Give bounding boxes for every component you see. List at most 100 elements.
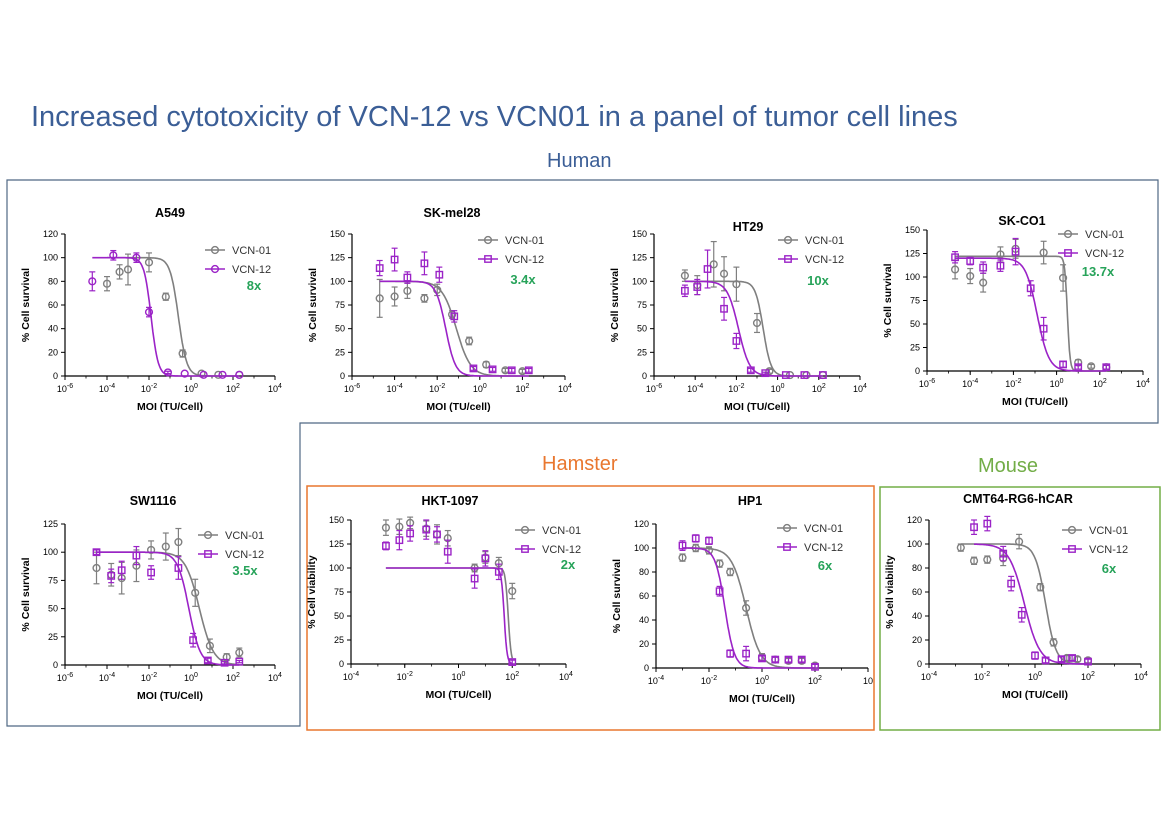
data-point-vcn12: [720, 304, 728, 313]
mouse-frame: [879, 486, 1161, 731]
data-point-vcn12: [1011, 247, 1020, 256]
x-tick-label: 10-6: [57, 383, 73, 394]
data-point-vcn12: [797, 655, 806, 664]
y-axis-label: % Cell survival: [609, 268, 621, 342]
data-point-vcn01: [732, 280, 741, 289]
data-point-vcn12: [761, 369, 770, 378]
data-point-vcn12: [746, 366, 755, 375]
legend-label-vcn12: VCN-12: [1085, 248, 1124, 260]
data-point-vcn12: [469, 364, 478, 373]
data-point-vcn12: [1102, 363, 1111, 372]
x-tick-label: 104: [559, 671, 573, 682]
x-tick-label: 104: [268, 383, 282, 394]
y-tick-label: 150: [329, 515, 344, 525]
data-point-vcn12: [524, 366, 533, 375]
fold-change-label: 6x: [1102, 561, 1117, 576]
data-point-vcn01: [222, 653, 231, 662]
data-point-vcn12: [203, 656, 212, 665]
fold-change-label: 10x: [807, 273, 829, 288]
fit-curve-vcn12: [385, 567, 513, 665]
data-point-vcn01: [214, 370, 223, 379]
data-point-vcn12: [1017, 610, 1026, 619]
data-point-vcn12: [966, 257, 975, 265]
data-point-vcn12: [1041, 656, 1050, 665]
y-tick-label: 100: [632, 276, 647, 286]
legend-marker-vcn12: [783, 543, 791, 551]
data-point-vcn01: [726, 567, 735, 577]
data-point-vcn12: [726, 649, 735, 658]
x-axis-label: MOI (TU/cell): [426, 401, 490, 413]
legend-marker-vcn12: [1064, 249, 1072, 257]
data-point-vcn01: [752, 318, 762, 328]
x-tick-label: 100: [473, 383, 487, 394]
data-point-vcn01: [465, 336, 474, 346]
y-tick-label: 40: [912, 611, 922, 621]
data-point-vcn01: [680, 271, 690, 280]
data-point-vcn12: [705, 536, 713, 545]
x-tick-label: 102: [226, 383, 240, 394]
legend-marker-vcn01: [783, 235, 793, 245]
x-tick-label: 104: [853, 383, 867, 394]
data-point-vcn12: [132, 551, 141, 560]
x-tick-label: 10-6: [344, 383, 360, 394]
x-tick-label: 10-2: [141, 383, 157, 394]
data-point-vcn12: [481, 554, 490, 563]
x-axis-label: MOI (TU/Cell): [724, 401, 790, 413]
x-axis-label: MOI (TU/Cell): [729, 693, 795, 705]
data-point-vcn01: [482, 360, 491, 369]
data-point-vcn12: [174, 564, 183, 572]
data-point-vcn12: [147, 568, 155, 577]
y-tick-label: 50: [334, 611, 344, 621]
chart-hp1: HP1 0 20 40 60 80 100 120 10-4 10-2 100 102 10 MOI (T…: [611, 494, 873, 705]
data-point-vcn12: [970, 523, 978, 532]
legend-label-vcn01: VCN-01: [1085, 229, 1124, 241]
data-point-vcn01: [719, 269, 729, 278]
x-axis-label: MOI (TU/Cell): [426, 689, 492, 701]
data-point-vcn01: [1049, 638, 1058, 647]
group-label-hamster: Hamster: [542, 453, 618, 475]
y-tick-label: 150: [632, 229, 647, 239]
y-tick-label: 0: [644, 663, 649, 673]
x-tick-label: 100: [1050, 378, 1064, 389]
data-point-vcn12: [235, 657, 244, 666]
data-point-vcn01: [115, 267, 124, 276]
data-point-vcn01: [92, 563, 101, 573]
legend-label-vcn12: VCN-12: [542, 544, 581, 556]
legend-label-vcn01: VCN-01: [542, 525, 581, 537]
data-point-vcn12: [395, 536, 404, 545]
chart-sw1116: SW1116 0 25 50 75 100 125 10-6 10-4 10-2 100 102 104…: [20, 494, 282, 702]
legend-label-vcn01: VCN-01: [505, 235, 544, 247]
data-point-vcn01: [375, 294, 384, 303]
fold-change-label: 8x: [247, 278, 262, 293]
data-point-vcn12: [406, 529, 415, 538]
chart-title: CMT64-RG6-hCAR: [963, 492, 1073, 506]
data-point-vcn01: [966, 271, 975, 281]
data-point-vcn12: [508, 658, 517, 666]
data-point-vcn01: [969, 556, 979, 565]
data-point-vcn01: [983, 555, 992, 564]
data-point-vcn12: [1026, 284, 1035, 293]
data-point-vcn01: [765, 367, 774, 376]
y-tick-label: 75: [335, 300, 345, 310]
legend-marker-vcn12: [1068, 545, 1076, 553]
chart-title: HP1: [738, 494, 762, 508]
data-point-vcn12: [1074, 363, 1083, 372]
data-point-vcn01: [956, 543, 965, 552]
data-point-vcn01: [102, 279, 112, 288]
legend-label-vcn12: VCN-12: [1089, 544, 1128, 556]
data-point-vcn01: [235, 648, 244, 657]
x-tick-label: 100: [452, 671, 466, 682]
x-tick-label: 104: [268, 672, 282, 683]
chart-title: SK-CO1: [998, 214, 1045, 228]
data-point-vcn01: [191, 588, 200, 597]
y-tick-label: 0: [642, 371, 647, 381]
fit-curve-vcn12: [92, 256, 240, 377]
data-point-vcn12: [132, 253, 141, 262]
fit-curve-vcn12: [974, 543, 1088, 665]
data-point-vcn12: [435, 270, 444, 279]
legend-marker-vcn12: [484, 255, 492, 263]
data-point-vcn01: [123, 265, 133, 274]
chart-title: HKT-1097: [422, 494, 479, 508]
data-point-vcn12: [951, 253, 959, 262]
y-tick-label: 25: [335, 347, 345, 357]
